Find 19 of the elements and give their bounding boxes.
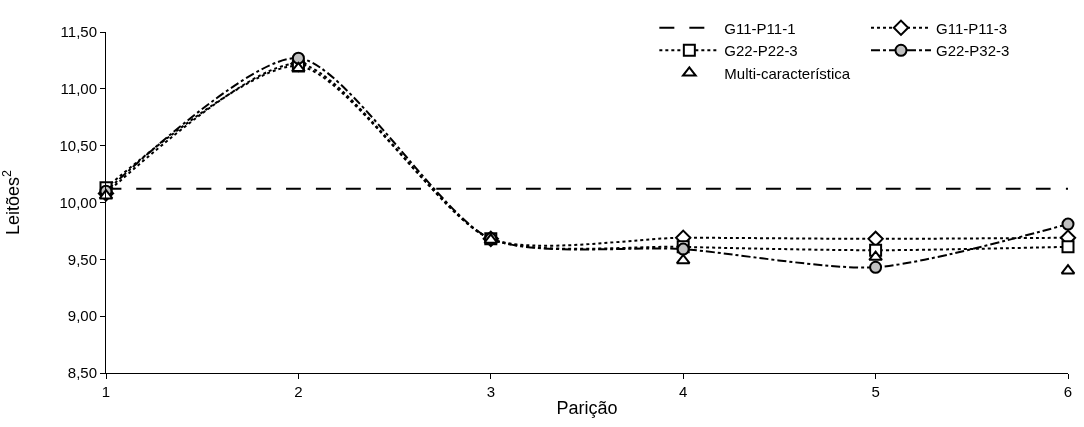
y-tick-label: 10,50 — [59, 136, 97, 154]
x-tick-label: 5 — [871, 383, 880, 400]
legend-label: G22-P22-3 — [724, 42, 798, 60]
y-tick-label: 11,00 — [60, 80, 97, 98]
x-tick-label: 6 — [1063, 383, 1073, 400]
y-tick-label: 9,50 — [67, 250, 97, 268]
legend-label: Multi-característica — [724, 64, 851, 82]
y-tick-label: 11,50 — [60, 23, 97, 41]
x-axis-title: Parição — [556, 398, 618, 419]
x-tick-label: 3 — [486, 383, 495, 400]
x-tick-label: 1 — [101, 383, 111, 400]
legend-label: G11-P11-3 — [935, 19, 1008, 37]
legend-label: G11-P11-1 — [724, 19, 796, 37]
legend-label: G22-P32-3 — [935, 42, 1010, 60]
x-tick-label: 2 — [294, 383, 303, 400]
y-tick-label: 8,50 — [67, 364, 97, 382]
x-tick-label: 4 — [679, 383, 688, 400]
y-tick-label: 9,00 — [67, 307, 97, 325]
y-tick-label: 10,00 — [59, 193, 97, 211]
